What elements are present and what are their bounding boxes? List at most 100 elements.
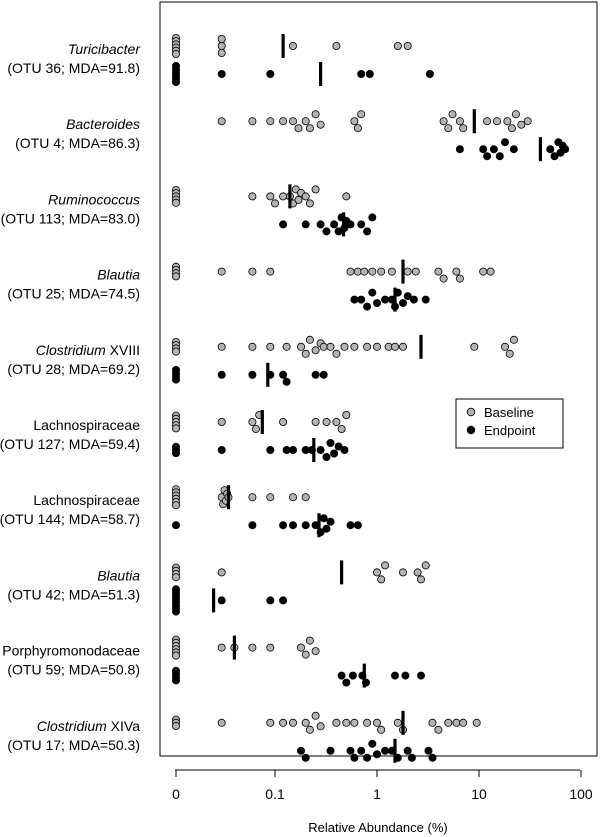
point-endpoint — [483, 152, 492, 161]
point-endpoint — [455, 145, 464, 154]
point-baseline — [439, 274, 448, 283]
point-endpoint — [330, 449, 339, 458]
point-baseline — [350, 342, 359, 351]
point-endpoint — [217, 70, 226, 79]
point-endpoint-zero — [171, 78, 180, 87]
point-baseline — [296, 342, 305, 351]
point-baseline — [311, 417, 320, 426]
point-baseline — [340, 342, 349, 351]
group-otu-label: (OTU 36; MDA=91.8) — [7, 60, 140, 76]
point-endpoint — [330, 220, 339, 229]
point-baseline — [455, 117, 464, 126]
point-baseline — [266, 342, 275, 351]
point-endpoint — [372, 299, 381, 308]
point-baseline — [266, 493, 275, 502]
point-endpoint — [398, 299, 407, 308]
point-endpoint — [428, 753, 437, 762]
point-baseline — [350, 117, 359, 126]
point-baseline — [470, 342, 479, 351]
point-endpoint — [357, 70, 366, 79]
point-baseline — [428, 718, 437, 727]
point-baseline — [505, 349, 514, 358]
group-taxon-label: Blautia — [97, 267, 140, 283]
point-endpoint — [407, 753, 416, 762]
point-endpoint — [316, 445, 325, 454]
point-baseline — [523, 117, 532, 126]
group-otu-label: (OTU 127; MDA=59.4) — [0, 436, 140, 452]
point-baseline-zero — [171, 501, 180, 510]
point-baseline — [413, 568, 422, 577]
point-baseline — [301, 650, 310, 659]
point-baseline — [294, 195, 303, 204]
point-baseline — [377, 575, 386, 584]
point-baseline — [503, 117, 512, 126]
point-endpoint — [363, 227, 372, 236]
point-baseline — [507, 124, 516, 133]
point-baseline — [350, 718, 359, 727]
point-baseline — [444, 124, 453, 133]
point-endpoint — [363, 753, 372, 762]
point-baseline — [248, 267, 257, 276]
point-baseline — [486, 267, 495, 276]
point-baseline — [332, 718, 341, 727]
point-baseline — [251, 424, 260, 433]
point-baseline — [266, 117, 275, 126]
point-baseline — [403, 42, 412, 51]
x-tick-label: 10 — [471, 786, 487, 802]
point-endpoint-zero — [171, 607, 180, 616]
point-baseline — [363, 342, 372, 351]
point-baseline — [500, 342, 509, 351]
legend-box — [455, 398, 564, 449]
point-endpoint — [319, 370, 328, 379]
point-endpoint — [368, 213, 377, 222]
point-endpoint — [381, 295, 390, 304]
point-baseline-zero — [171, 198, 180, 207]
point-baseline — [444, 718, 453, 727]
point-endpoint — [421, 295, 430, 304]
point-baseline — [217, 643, 226, 652]
x-tick-label: 0 — [172, 786, 180, 802]
point-baseline — [511, 110, 520, 119]
point-baseline — [301, 493, 310, 502]
point-endpoint — [288, 445, 297, 454]
x-tick-label: 1 — [373, 786, 381, 802]
point-baseline — [311, 711, 320, 720]
point-baseline — [393, 718, 402, 727]
point-baseline — [342, 718, 351, 727]
point-baseline — [288, 493, 297, 502]
group-otu-label: (OTU 25; MDA=74.5) — [7, 286, 140, 302]
group-taxon-label: Ruminococcus — [48, 191, 140, 207]
point-baseline-zero — [171, 424, 180, 433]
point-baseline — [377, 267, 386, 276]
point-endpoint — [357, 220, 366, 229]
point-baseline — [270, 199, 279, 208]
point-baseline — [483, 117, 492, 126]
group-otu-label: (OTU 113; MDA=83.0) — [1, 210, 140, 226]
point-endpoint — [425, 70, 434, 79]
point-baseline — [372, 718, 381, 727]
point-baseline — [368, 267, 377, 276]
point-endpoint — [248, 370, 257, 379]
point-endpoint — [337, 671, 346, 680]
point-endpoint — [363, 302, 372, 311]
group-otu-label: (OTU 4; MDA=86.3) — [15, 135, 140, 151]
taxon-name: Blautia — [97, 267, 140, 283]
point-baseline-zero — [171, 651, 180, 660]
point-endpoint — [326, 746, 335, 755]
point-endpoint — [322, 524, 331, 533]
taxon-name: Clostridium — [37, 718, 107, 734]
point-baseline — [288, 718, 297, 727]
point-baseline — [311, 647, 320, 656]
taxon-name: Lachnospiraceae — [33, 492, 140, 508]
point-endpoint — [266, 70, 275, 79]
point-baseline — [248, 192, 257, 201]
point-endpoint — [495, 152, 504, 161]
point-endpoint-zero — [171, 521, 180, 530]
point-endpoint — [403, 292, 412, 301]
point-baseline — [217, 117, 226, 126]
point-baseline — [282, 342, 291, 351]
point-baseline — [452, 267, 461, 276]
point-endpoint — [561, 145, 570, 154]
point-baseline — [217, 568, 226, 577]
point-endpoint — [217, 445, 226, 454]
